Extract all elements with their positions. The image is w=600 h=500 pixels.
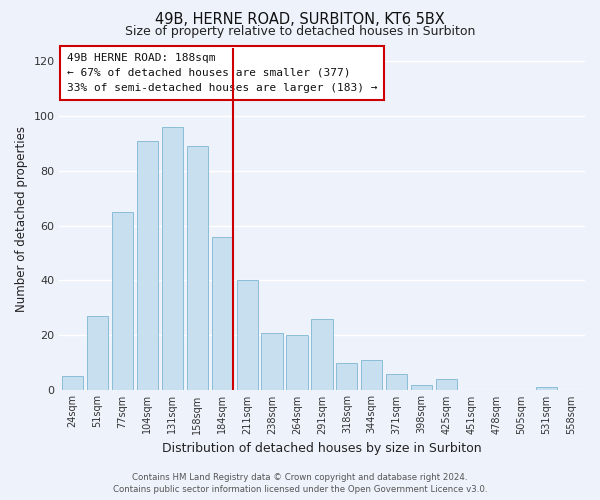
Text: 49B, HERNE ROAD, SURBITON, KT6 5BX: 49B, HERNE ROAD, SURBITON, KT6 5BX — [155, 12, 445, 28]
X-axis label: Distribution of detached houses by size in Surbiton: Distribution of detached houses by size … — [162, 442, 482, 455]
Bar — [112, 212, 133, 390]
Bar — [212, 236, 233, 390]
Bar — [137, 140, 158, 390]
Bar — [87, 316, 108, 390]
Bar — [436, 379, 457, 390]
Bar — [286, 336, 308, 390]
Y-axis label: Number of detached properties: Number of detached properties — [15, 126, 28, 312]
Bar — [386, 374, 407, 390]
Bar — [262, 332, 283, 390]
Bar — [62, 376, 83, 390]
Text: Size of property relative to detached houses in Surbiton: Size of property relative to detached ho… — [125, 25, 475, 38]
Bar — [162, 127, 183, 390]
Bar — [361, 360, 382, 390]
Text: Contains HM Land Registry data © Crown copyright and database right 2024.
Contai: Contains HM Land Registry data © Crown c… — [113, 472, 487, 494]
Bar — [187, 146, 208, 390]
Text: 49B HERNE ROAD: 188sqm
← 67% of detached houses are smaller (377)
33% of semi-de: 49B HERNE ROAD: 188sqm ← 67% of detached… — [67, 52, 377, 93]
Bar — [411, 384, 432, 390]
Bar — [311, 319, 332, 390]
Bar — [336, 362, 358, 390]
Bar — [236, 280, 258, 390]
Bar — [536, 388, 557, 390]
